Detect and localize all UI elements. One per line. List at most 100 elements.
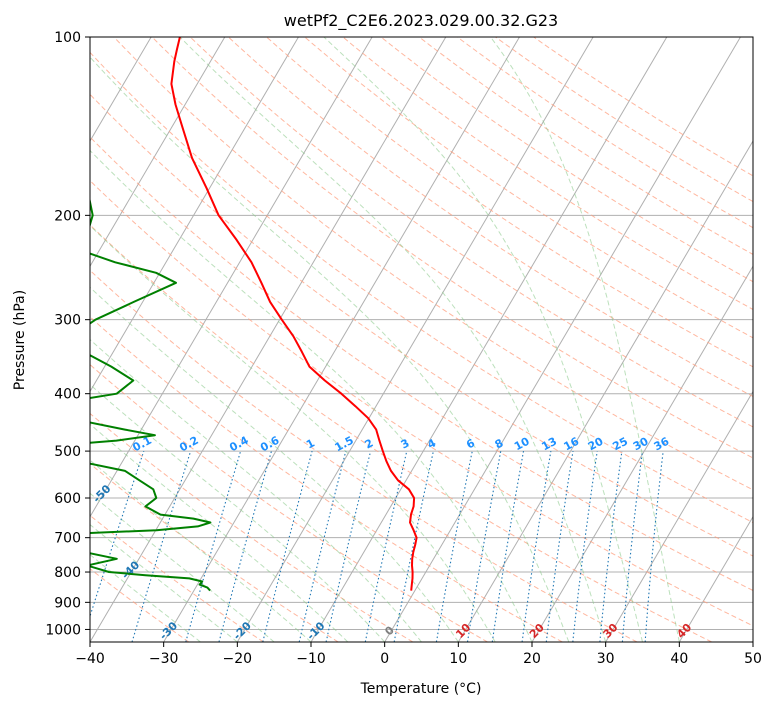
isotherm-line	[384, 37, 741, 642]
chart-title: wetPf2_C2E6.2023.029.00.32.G23	[284, 11, 558, 31]
isotherm-label: -70	[33, 329, 56, 352]
mixing-ratio-line	[572, 451, 598, 642]
x-axis-label: Temperature (°C)	[360, 681, 482, 697]
isotherm-label: -80	[4, 253, 27, 276]
mixing-ratio-label: 13	[539, 435, 559, 454]
x-tick-label: −40	[75, 651, 105, 667]
moist-adiabat	[90, 492, 275, 642]
mixing-ratio-label: 4	[425, 436, 438, 451]
x-axis: −40 −30 −20 −10 0 10 20 30 40 50	[75, 642, 762, 667]
mixing-ratio-label: 25	[610, 435, 630, 454]
moist-adiabat	[90, 286, 459, 642]
isotherm-line	[0, 37, 4, 642]
dry-adiabat	[418, 37, 753, 255]
dry-adiabat	[90, 179, 753, 627]
x-tick-label: −10	[296, 651, 326, 667]
moist-adiabat	[90, 423, 349, 642]
dry-adiabat	[113, 37, 753, 491]
isotherm-line	[163, 37, 520, 642]
mixing-ratio-line	[435, 450, 473, 642]
moist-adiabat	[179, 37, 607, 642]
isotherm-line	[531, 265, 753, 642]
dry-adiabat	[151, 37, 753, 459]
isotherm-line	[90, 37, 447, 642]
mixing-ratio-label: 30	[631, 435, 651, 454]
dry-adiabat	[90, 463, 339, 642]
mixing-ratio-line	[262, 450, 313, 642]
isotherm-label: -40	[119, 558, 142, 581]
x-tick-label: 10	[449, 651, 467, 667]
mixing-ratio-line	[466, 450, 502, 642]
mixing-ratio-label: 2	[363, 436, 376, 451]
moist-adiabat	[323, 37, 643, 642]
dry-adiabat	[342, 37, 753, 311]
y-tick-label: 200	[54, 208, 81, 224]
y-tick-label: 500	[54, 444, 81, 460]
dry-adiabat	[90, 51, 753, 524]
x-tick-label: −30	[149, 651, 179, 667]
background-lines	[0, 37, 753, 642]
isotherm-label: -30	[157, 619, 180, 642]
mixing-ratio-label: 1	[304, 436, 317, 451]
x-tick-label: 0	[380, 651, 389, 667]
y-tick-label: 100	[54, 30, 81, 46]
dry-adiabat	[90, 412, 414, 642]
mixing-ratio-line	[298, 450, 347, 642]
isotherm-line	[90, 37, 299, 393]
dry-adiabat	[90, 93, 753, 557]
moist-adiabat	[90, 459, 312, 642]
y-tick-label: 300	[54, 313, 81, 329]
moist-adiabat	[90, 149, 533, 642]
y-tick-label: 1000	[45, 622, 81, 638]
isotherm-line	[90, 37, 226, 268]
isotherm-line	[310, 37, 668, 642]
dry-adiabat	[495, 37, 753, 203]
mixing-ratio-label: 20	[586, 435, 606, 454]
mixing-ratio-line	[364, 450, 408, 642]
dry-adiabat	[189, 37, 753, 428]
y-tick-label: 600	[54, 491, 81, 507]
mixing-ratio-label: 3	[399, 436, 412, 451]
x-tick-label: −20	[223, 651, 253, 667]
mixing-ratio-label: 36	[652, 435, 672, 454]
isotherm-line	[90, 37, 152, 142]
moist-adiabat	[90, 56, 570, 642]
moist-adiabat	[490, 37, 680, 642]
moist-adiabat	[90, 224, 496, 642]
y-tick-label: 700	[54, 531, 81, 547]
y-tick-label: 400	[54, 387, 81, 403]
isotherm-line	[236, 37, 594, 642]
mixing-ratio-line	[644, 451, 664, 642]
mixing-ratio-line	[521, 451, 552, 642]
isotherm-line	[90, 37, 373, 518]
mixing-ratio-line	[599, 451, 623, 642]
moist-adiabat	[90, 338, 422, 642]
x-tick-label: 40	[670, 651, 688, 667]
isotherm-line	[752, 641, 753, 642]
dry-adiabat	[90, 363, 488, 642]
isotherm-label: -50	[90, 482, 113, 505]
dry-adiabat	[90, 224, 712, 642]
dry-adiabat	[90, 514, 264, 642]
dry-adiabat	[90, 316, 563, 642]
mixing-ratio-label: 10	[512, 435, 532, 454]
y-axis: 100 200 300 400 500 600 700 800 900 1000	[45, 30, 90, 638]
mixing-ratio-line	[218, 450, 273, 642]
isotherm-line	[605, 390, 753, 642]
isotherm-label: 0	[382, 623, 397, 638]
temperature-profile	[170, 37, 418, 591]
sounding-profiles	[90, 37, 418, 592]
y-tick-label: 800	[54, 565, 81, 581]
isotherm-label: 40	[674, 621, 694, 641]
mixing-ratio-line	[325, 450, 372, 642]
isotherm-line	[457, 139, 753, 642]
mixing-ratio-line	[185, 450, 242, 642]
isotherm-line	[678, 515, 753, 642]
dry-adiabat	[90, 136, 753, 592]
isotherm-label: 30	[601, 621, 621, 641]
mixing-ratio-line	[545, 451, 574, 642]
dry-adiabat	[90, 568, 190, 642]
mixing-ratio-line	[491, 451, 525, 642]
dry-adiabat	[228, 37, 753, 398]
dry-adiabat	[457, 37, 753, 229]
